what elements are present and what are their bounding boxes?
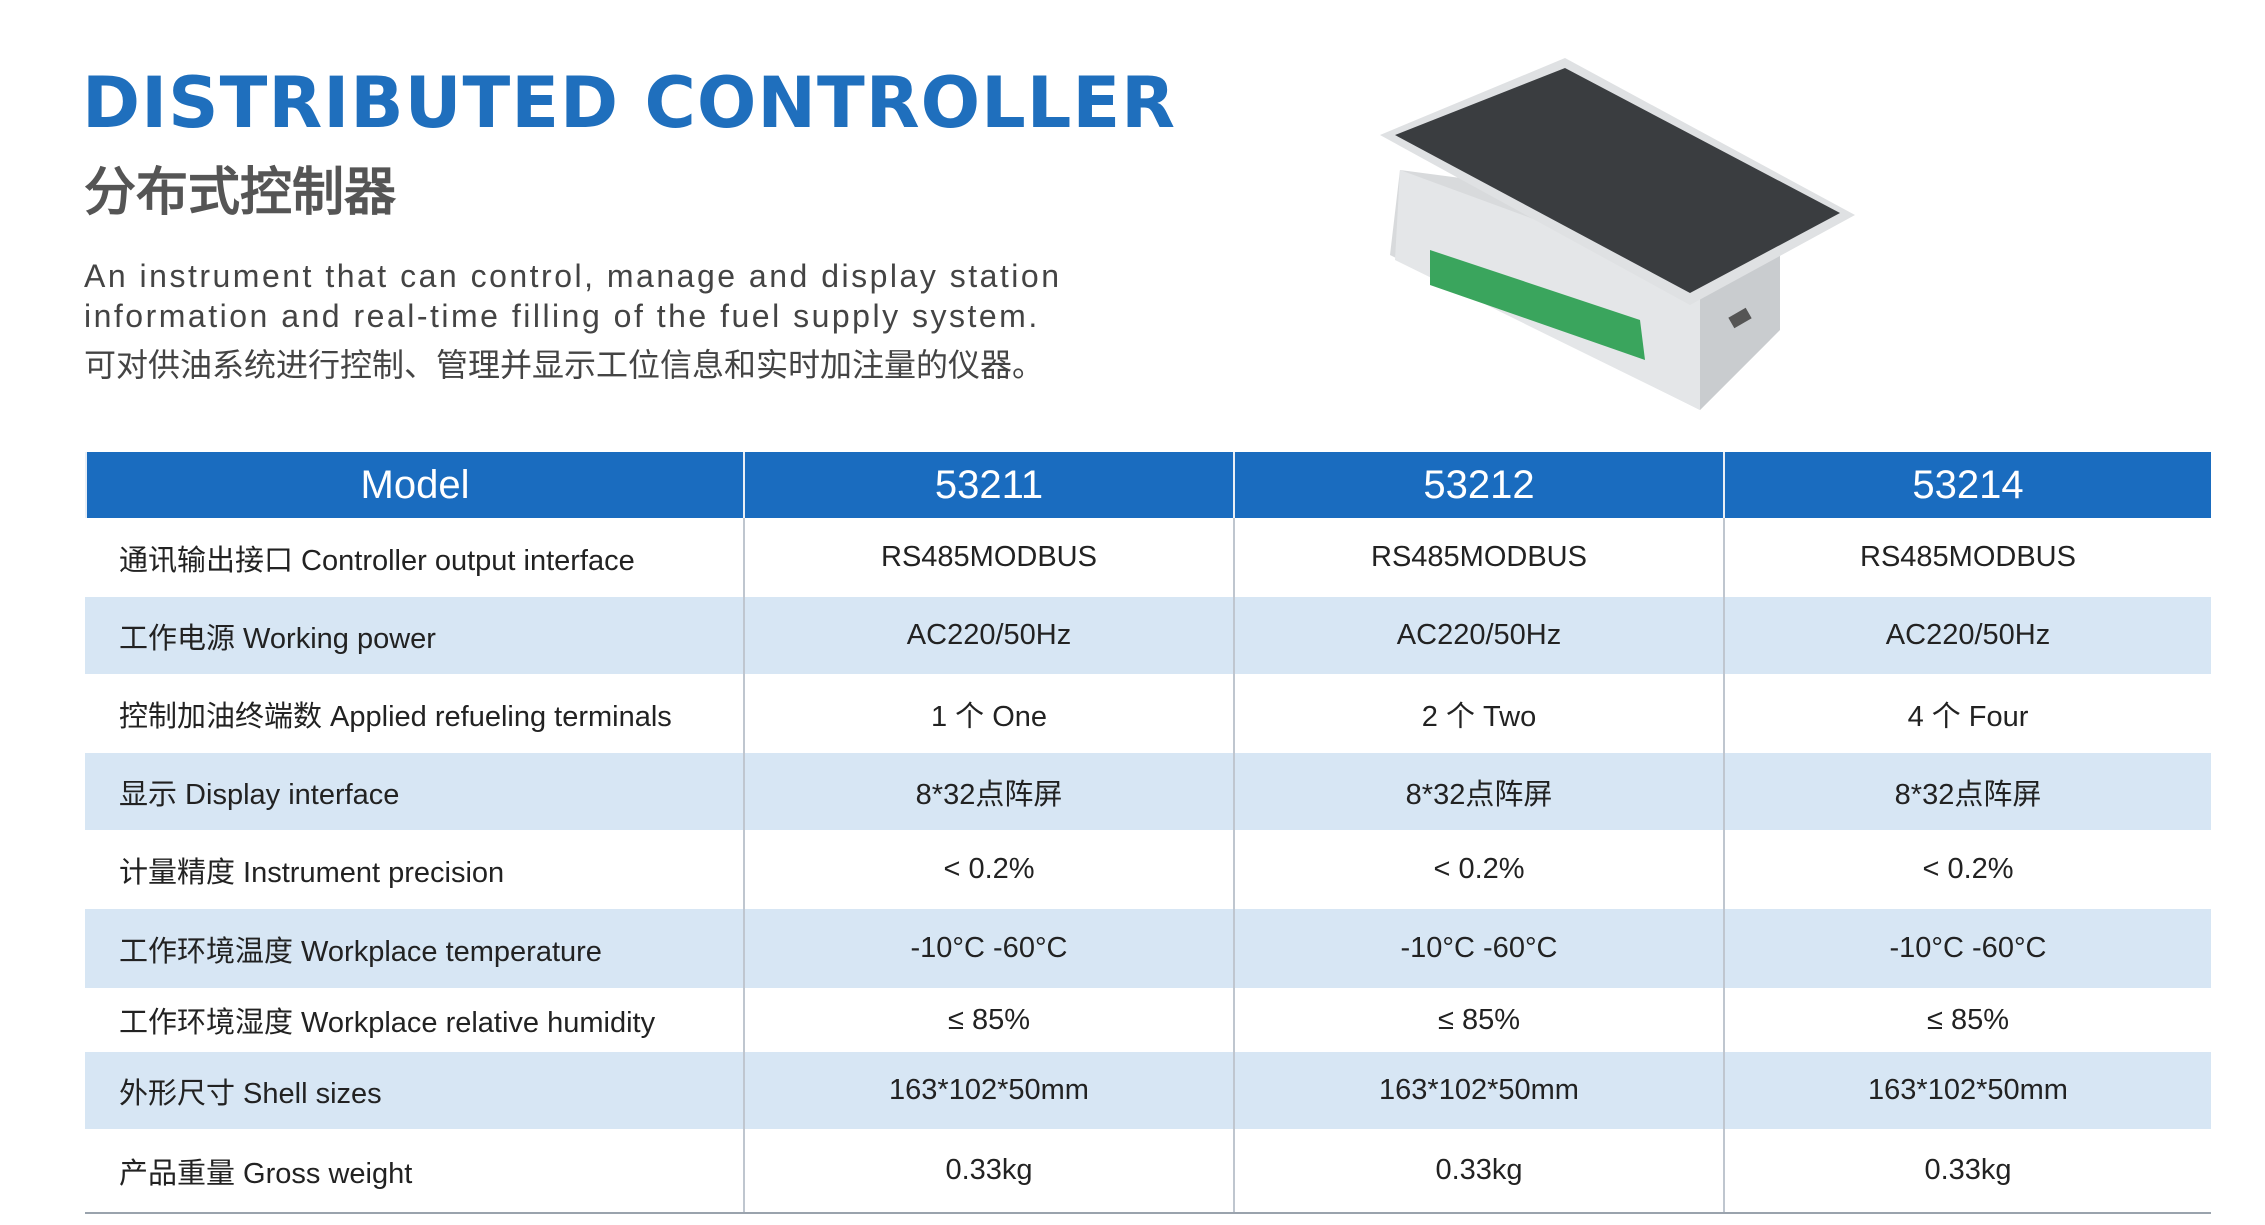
value-cell: -10°C -60°C [1723,909,2211,988]
table-row: 显示 Display interface 8*32点阵屏 8*32点阵屏 8*32点阵… [85,753,2211,830]
value-cell: RS485MODBUS [1723,518,2211,597]
value-cell: RS485MODBUS [743,518,1233,597]
value-cell: ≤ 85% [743,988,1233,1052]
description-line: An instrument that can control, manage a… [84,258,1062,294]
table-row: 外形尺寸 Shell sizes 163*102*50mm 163*102*50mm… [85,1052,2211,1129]
value-cell: AC220/50Hz [1233,597,1723,674]
label-cell: 工作环境温度 Workplace temperature [119,935,602,968]
value-cell: 1 个 One [743,674,1233,753]
value-cell: 2 个 Two [1233,674,1723,753]
label-cell: 通讯输出接口 Controller output interface [119,544,635,577]
value-cell: 0.33kg [743,1129,1233,1212]
value-cell: ≤ 85% [1233,988,1723,1052]
header-cell: Model [85,452,743,518]
value-cell: 8*32点阵屏 [1723,753,2211,830]
label-cell: 工作环境湿度 Workplace relative humidity [119,1007,656,1039]
description-line: 可对供油系统进行控制、管理并显示工位信息和实时加注量的仪器。 [84,347,1045,383]
label-cell: 外形尺寸 Shell sizes [119,1077,382,1110]
value-cell: 0.33kg [1723,1129,2211,1212]
label-cell: 显示 Display interface [119,778,400,811]
label-cell: 工作电源 Working power [119,622,436,655]
value-cell: 0.33kg [1233,1129,1723,1212]
table-row: 工作环境温度 Workplace temperature -10°C -60°C -… [85,909,2211,988]
value-cell: -10°C -60°C [1233,909,1723,988]
table-row: 控制加油终端数 Applied refueling terminals 1 个 O… [85,674,2211,753]
table-row: 工作环境湿度 Workplace relative humidity ≤ 85% ≤… [85,988,2211,1052]
value-cell: 8*32点阵屏 [1233,753,1723,830]
value-cell: ≤ 85% [1723,988,2211,1052]
table-row: 产品重量 Gross weight 0.33kg 0.33kg 0.33kg [85,1129,2211,1214]
subtitle: 分布式控制器 [84,163,397,223]
label-cell: 产品重量 Gross weight [119,1157,413,1190]
header-cell: 53211 [743,452,1233,518]
value-cell: AC220/50Hz [1723,597,2211,674]
label-cell: 控制加油终端数 Applied refueling terminals [119,700,672,733]
header-row: Model 53211 53212 53214 [85,452,2211,518]
value-cell: 163*102*50mm [1723,1052,2211,1129]
title: DISTRIBUTED CONTROLLER [82,62,1177,144]
value-cell: RS485MODBUS [1233,518,1723,597]
value-cell: 163*102*50mm [1233,1052,1723,1129]
value-cell: 4 个 Four [1723,674,2211,753]
product-image [1380,58,1855,410]
value-cell: < 0.2% [743,830,1233,909]
value-cell: -10°C -60°C [743,909,1233,988]
value-cell: AC220/50Hz [743,597,1233,674]
header-cell: 53212 [1233,452,1723,518]
label-cell: 计量精度 Instrument precision [119,856,505,889]
table-row: 工作电源 Working power AC220/50Hz AC220/50Hz AC… [85,597,2211,674]
table-row: 通讯输出接口 Controller output interface RS485M… [85,518,2211,597]
value-cell: 163*102*50mm [743,1052,1233,1129]
header-cell: 53214 [1723,452,2211,518]
value-cell: < 0.2% [1233,830,1723,909]
value-cell: < 0.2% [1723,830,2211,909]
value-cell: 8*32点阵屏 [743,753,1233,830]
description-line: information and real-time filling of the… [84,298,1040,334]
spec-table: Model 53211 53212 53214 通讯输出接口 Controller ou… [85,452,2211,1214]
table-row: 计量精度 Instrument precision < 0.2% < 0.2% < 0… [85,830,2211,909]
